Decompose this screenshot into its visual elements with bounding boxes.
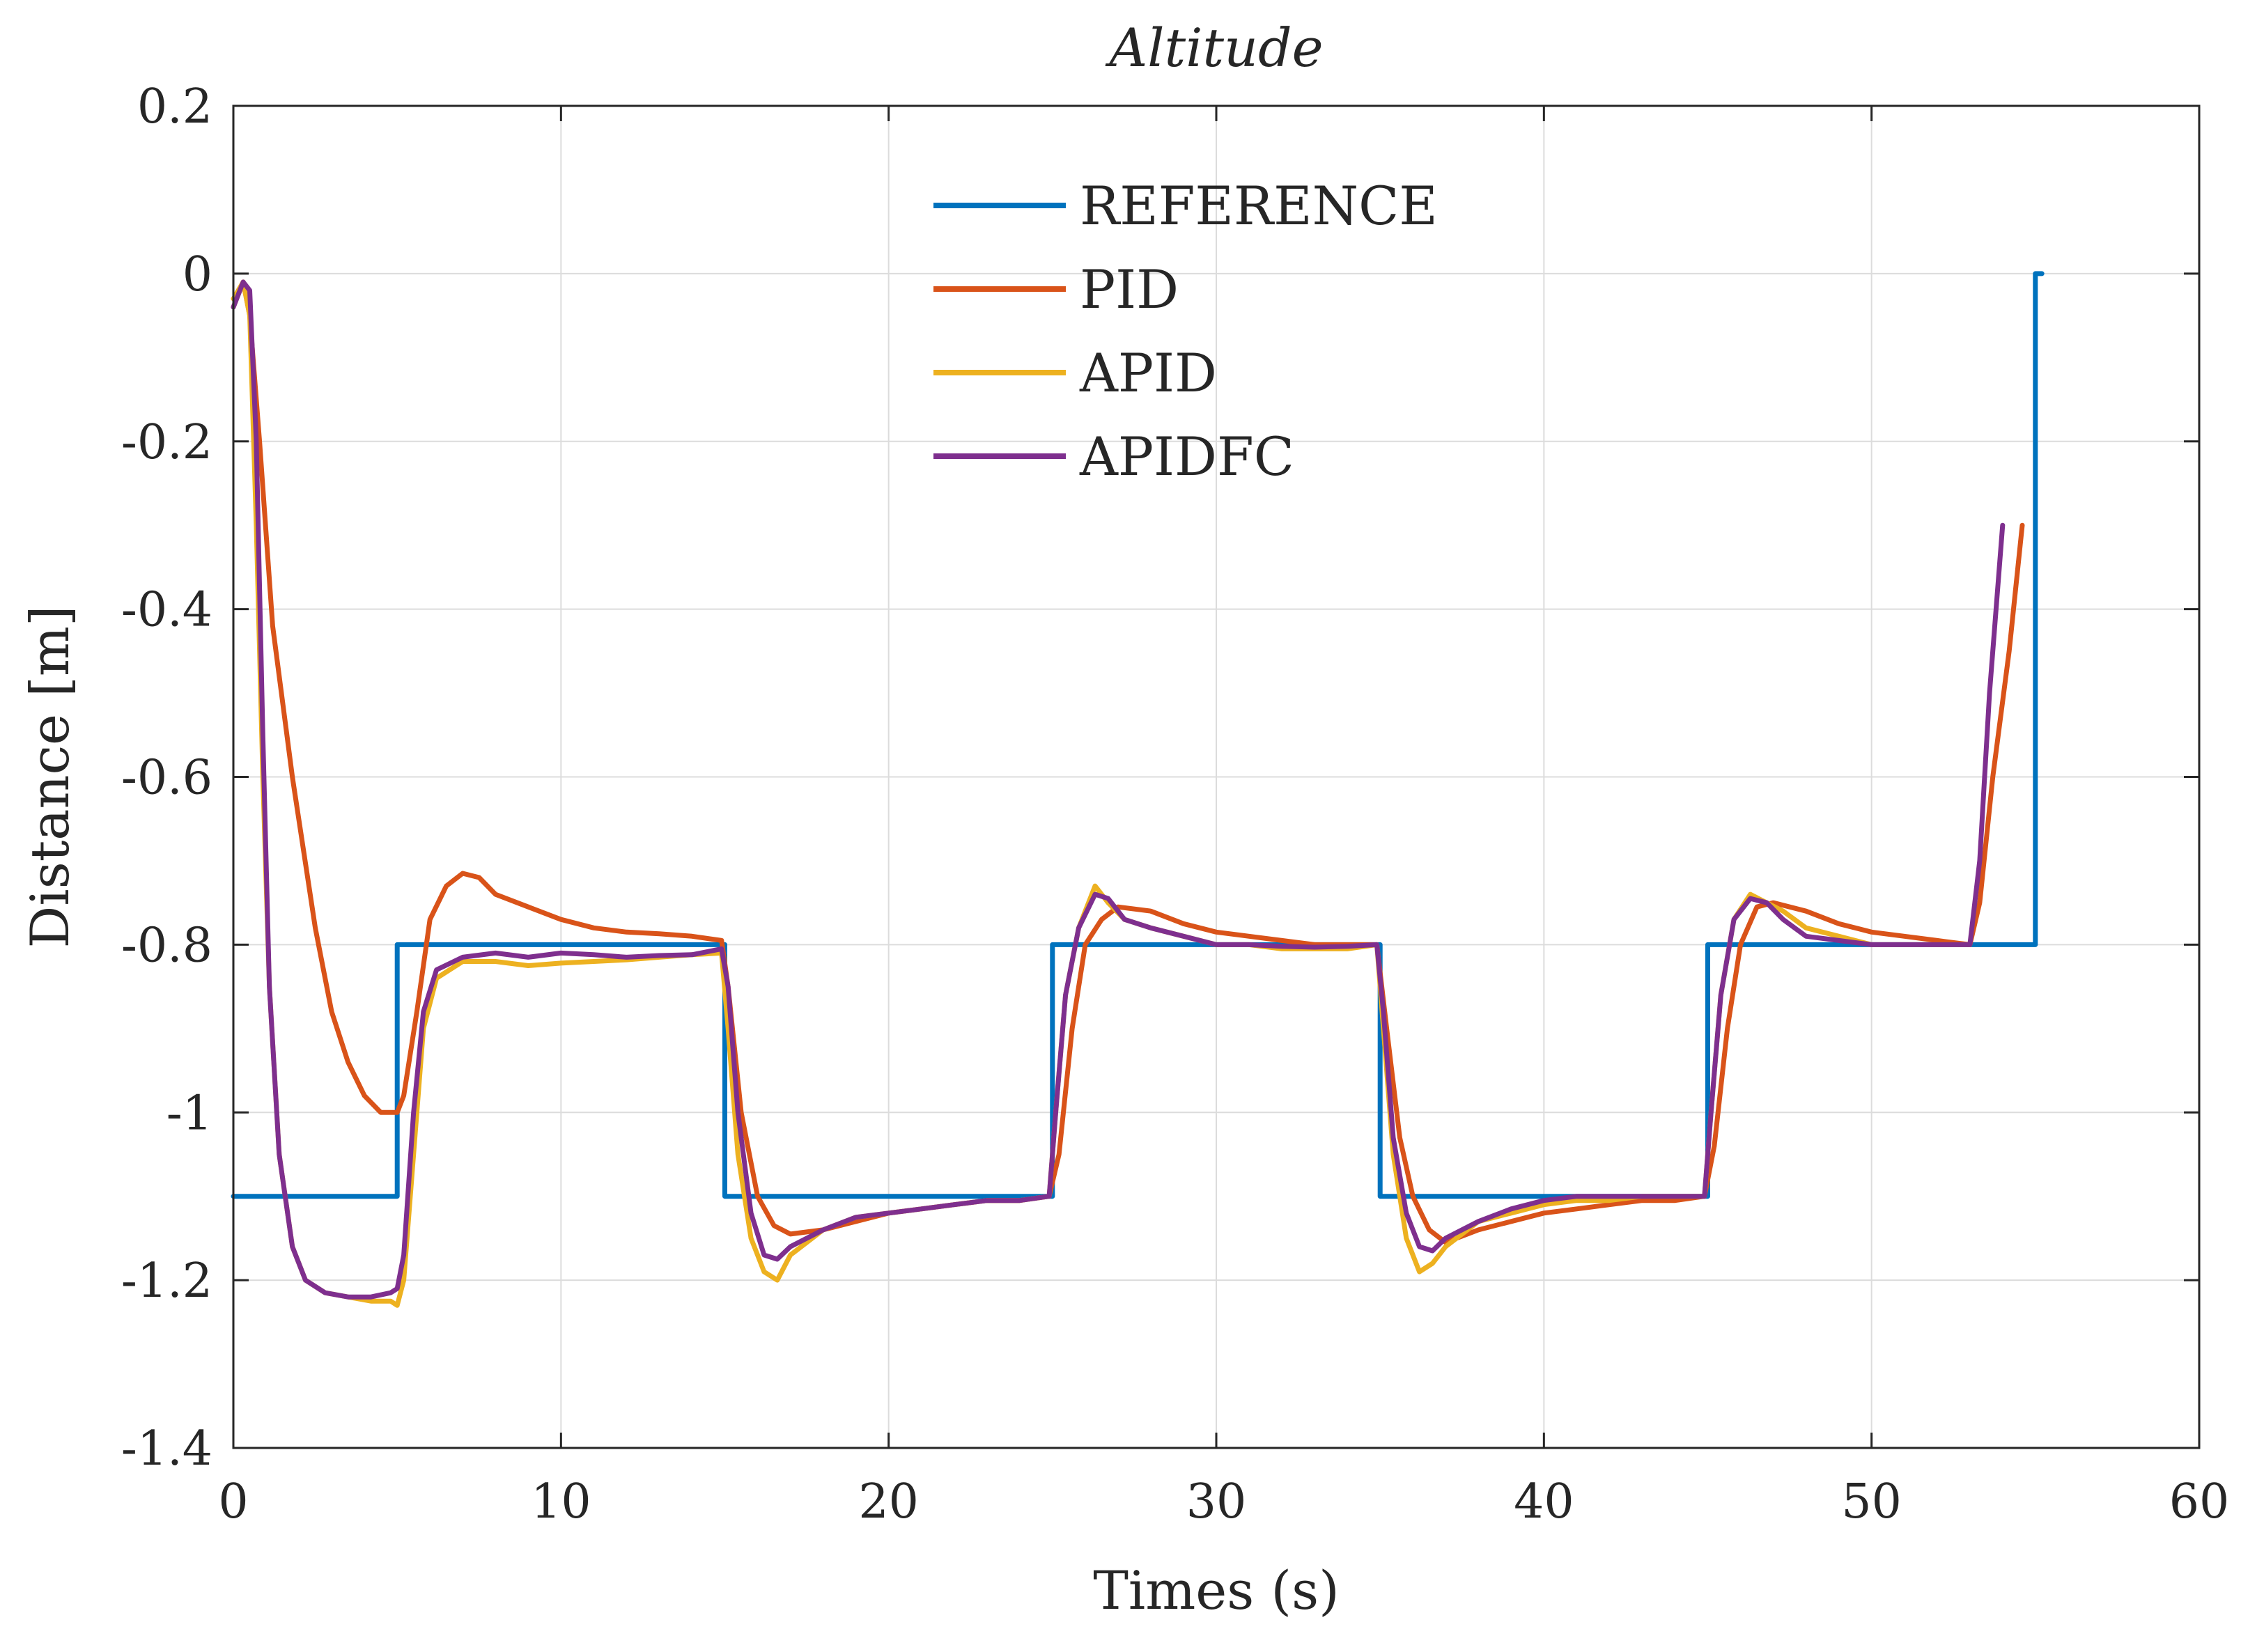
x-tick-label: 60: [2169, 1474, 2230, 1529]
y-tick-label: -1.4: [121, 1421, 212, 1476]
legend: REFERENCE PID APID APIDFC: [933, 175, 1438, 488]
series-line-apidfc: [231, 279, 2006, 1300]
series-layer: [231, 271, 2045, 1308]
legend-label-pid: PID: [1080, 258, 1179, 320]
legend-label-apidfc: APIDFC: [1079, 426, 1294, 488]
y-tick-label: 0.2: [137, 79, 212, 134]
y-tick-label: -0.8: [121, 918, 212, 973]
y-tick-label: -0.4: [121, 583, 212, 638]
x-tick-label: 50: [1841, 1474, 1902, 1529]
x-tick-label: 0: [218, 1474, 248, 1529]
chart-title: Altitude: [1105, 17, 1323, 79]
y-tick-label: -1.2: [121, 1254, 212, 1309]
x-axis-title: Times (s): [1093, 1559, 1340, 1621]
y-axis-title: Distance [m]: [19, 605, 81, 948]
series-line-pid: [231, 279, 2025, 1245]
y-tick-label: -0.6: [121, 751, 212, 806]
y-tick-label: 0: [183, 247, 212, 302]
y-tick-label: -1: [166, 1086, 212, 1141]
legend-label-apid: APID: [1079, 342, 1217, 404]
legend-label-reference: REFERENCE: [1080, 175, 1438, 237]
x-tick-label: 10: [531, 1474, 591, 1529]
series-line-reference: [231, 271, 2045, 1199]
x-tick-label: 30: [1186, 1474, 1247, 1529]
y-tick-label: -0.2: [121, 415, 212, 470]
axis-ticks: 0 10 20 30 40 50 60 0.2 0 -0.2 -0.4 -0.6 -0.8 -1 -1.2 -…: [121, 79, 2229, 1529]
x-tick-label: 40: [1514, 1474, 1574, 1529]
x-tick-label: 20: [858, 1474, 919, 1529]
grid: [233, 105, 2200, 1449]
